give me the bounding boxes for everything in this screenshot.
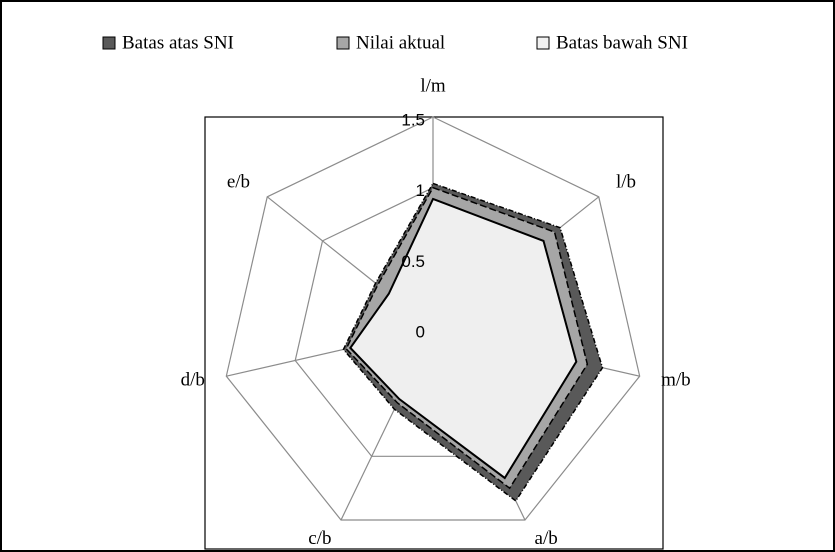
axis-label: m/b [661, 369, 691, 390]
y-tick-label: 0.5 [401, 252, 425, 271]
legend-swatch [102, 36, 116, 50]
grid-ring [225, 116, 641, 521]
axis-label: l/m [420, 75, 446, 96]
axis-label: a/b [535, 528, 558, 549]
y-tick-label: 1.5 [401, 110, 425, 129]
series-area [349, 197, 578, 480]
y-tick-label: 0 [416, 322, 425, 341]
legend-label: Nilai aktual [356, 32, 445, 53]
legend-label: Batas atas SNI [122, 32, 234, 53]
legend-swatch [336, 36, 350, 50]
legend-swatch [536, 36, 550, 50]
axis-label: d/b [181, 369, 205, 390]
y-tick-label: 1 [416, 181, 425, 200]
legend-label: Batas bawah SNI [556, 32, 688, 53]
axis-label: c/b [308, 528, 331, 549]
axis-label: l/b [616, 171, 636, 192]
axis-label: e/b [227, 171, 250, 192]
